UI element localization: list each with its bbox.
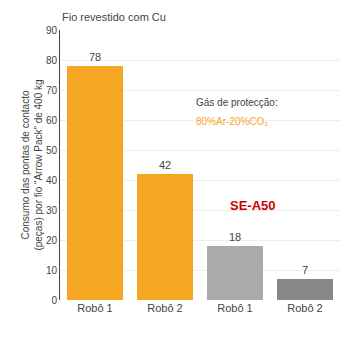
- svg-text:Gás de protecção:: Gás de protecção:: [196, 97, 278, 108]
- svg-text:18: 18: [229, 231, 241, 243]
- svg-text:Robô 2: Robô 2: [147, 302, 182, 314]
- svg-text:50: 50: [46, 145, 58, 156]
- svg-text:Consumo das pontas de contacto: Consumo das pontas de contacto(peças) po…: [20, 79, 44, 250]
- svg-text:SE-A50: SE-A50: [230, 198, 276, 213]
- svg-text:70: 70: [46, 85, 58, 96]
- svg-text:30: 30: [46, 205, 58, 216]
- svg-text:42: 42: [159, 159, 171, 171]
- svg-text:90: 90: [46, 25, 58, 36]
- svg-text:10: 10: [46, 265, 58, 276]
- svg-text:Robô 1: Robô 1: [217, 302, 252, 314]
- svg-text:80%Ar-20%CO₂: 80%Ar-20%CO₂: [196, 116, 268, 127]
- svg-text:78: 78: [89, 51, 101, 63]
- svg-text:Robô 2: Robô 2: [287, 302, 322, 314]
- svg-text:60: 60: [46, 115, 58, 126]
- svg-text:0: 0: [51, 295, 57, 306]
- svg-text:7: 7: [302, 264, 308, 276]
- svg-text:20: 20: [46, 235, 58, 246]
- svg-text:80: 80: [46, 55, 58, 66]
- svg-text:40: 40: [46, 175, 58, 186]
- svg-text:Fio revestido com Cu: Fio revestido com Cu: [62, 11, 166, 23]
- svg-text:Robô 1: Robô 1: [77, 302, 112, 314]
